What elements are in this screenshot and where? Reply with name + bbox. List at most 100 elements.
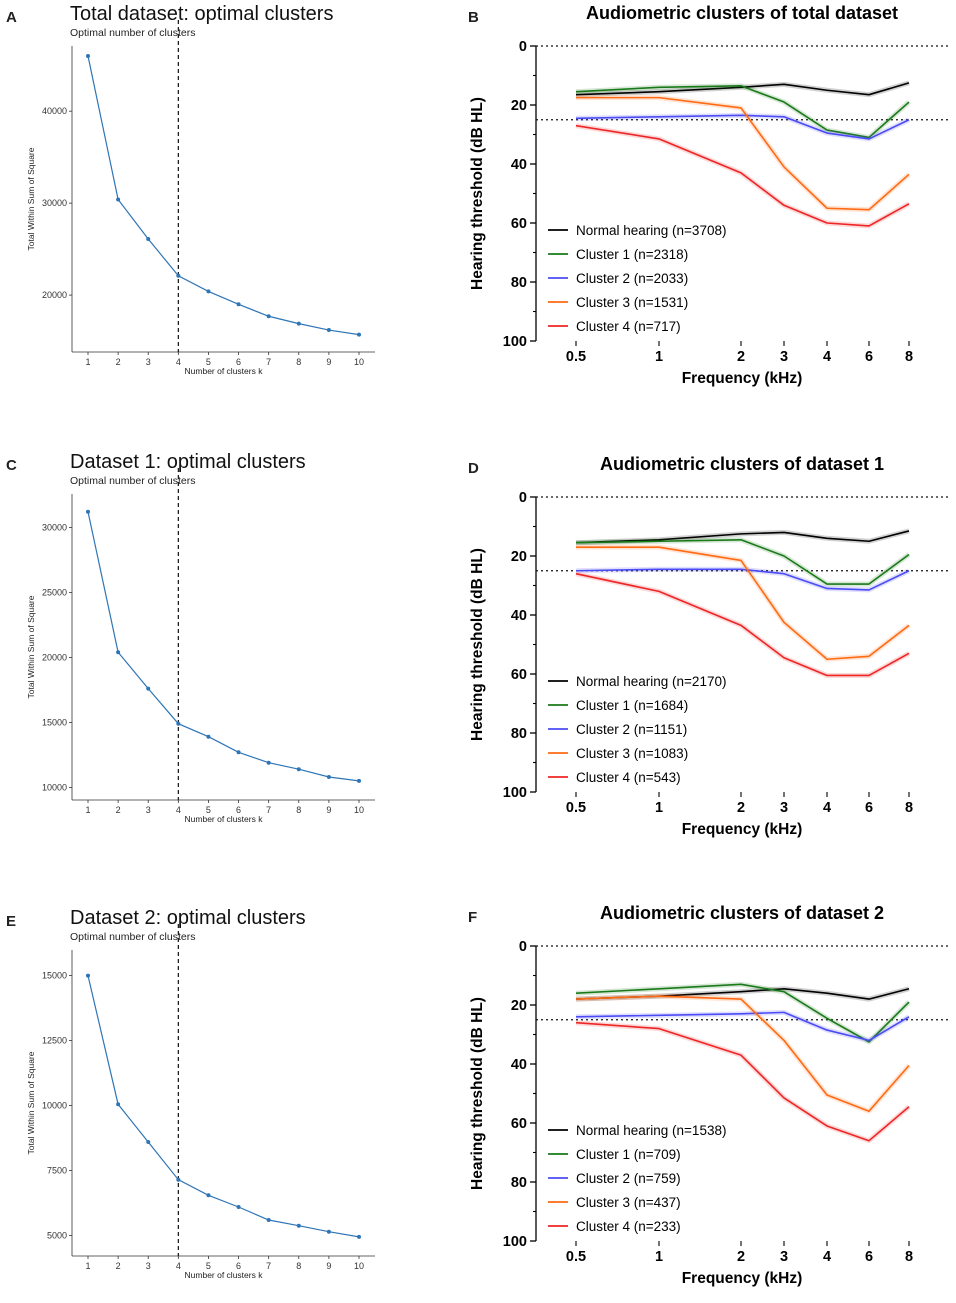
y-tick-label: 20	[511, 998, 527, 1014]
y-tick-label: 100	[503, 785, 527, 801]
panel-label-D: D	[468, 460, 479, 477]
x-tick-label: 5	[206, 357, 211, 367]
elbow-data-point	[236, 750, 241, 755]
x-tick-label: 10	[354, 1261, 364, 1271]
x-tick-label: 2	[116, 1261, 121, 1271]
y-tick-label: 80	[511, 275, 527, 291]
elbow-data-point	[296, 1223, 301, 1228]
y-tick-label: 15000	[42, 971, 67, 981]
elbow-title: Dataset 1: optimal clusters	[70, 451, 306, 473]
elbow-data-point	[146, 237, 151, 242]
elbow-data-point	[206, 734, 211, 739]
y-tick-label: 12500	[42, 1036, 67, 1046]
elbow-series-line	[87, 975, 360, 1238]
elbow-subtitle: Optimal number of clusters	[70, 27, 195, 39]
elbow-data-point	[86, 509, 90, 514]
y-tick-label: 100	[503, 1234, 527, 1250]
x-tick-label: 4	[176, 1261, 181, 1271]
y-tick-label: 40	[511, 157, 527, 173]
elbow-series-line	[87, 511, 360, 782]
y-axis-title: Hearing threshold (dB HL)	[469, 97, 486, 290]
elbow-data-point	[326, 328, 331, 333]
y-axis-title: Total Within Sum of Square	[26, 595, 36, 698]
y-tick-label: 20000	[42, 290, 67, 300]
y-tick-label: 40	[511, 608, 527, 624]
x-tick-label: 2	[737, 1249, 745, 1265]
x-axis-title: Frequency (kHz)	[682, 821, 803, 838]
elbow-data-point	[296, 321, 301, 326]
x-tick-label: 1	[655, 800, 663, 816]
panel-label-A: A	[6, 9, 17, 26]
elbow-data-point	[176, 273, 181, 278]
x-tick-label: 4	[176, 357, 181, 367]
x-tick-label: 2	[737, 800, 745, 816]
audiogram-title: Audiometric clusters of dataset 1	[600, 454, 884, 474]
x-tick-label: 8	[296, 357, 301, 367]
x-tick-label: 0.5	[566, 1249, 586, 1265]
series-line	[575, 1011, 910, 1042]
elbow-data-point	[86, 973, 90, 978]
y-tick-label: 10000	[42, 1101, 67, 1111]
series-line	[575, 538, 910, 585]
series-line	[576, 96, 910, 211]
elbow-data-point	[146, 1140, 151, 1144]
legend-label: Cluster 4 (n=233)	[576, 1219, 681, 1234]
y-tick-label: 10000	[42, 782, 67, 792]
x-tick-label: 5	[206, 1261, 211, 1271]
legend-label: Cluster 3 (n=437)	[576, 1195, 681, 1210]
series-line	[576, 546, 910, 661]
legend-label: Normal hearing (n=3708)	[576, 223, 726, 238]
y-tick-label: 40000	[42, 106, 67, 116]
series-line	[575, 530, 910, 544]
x-tick-label: 7	[266, 1261, 271, 1271]
legend-label: Cluster 1 (n=709)	[576, 1147, 681, 1162]
x-tick-label: 1	[85, 805, 90, 815]
y-axis-title: Hearing threshold (dB HL)	[469, 548, 486, 741]
x-tick-label: 4	[823, 349, 831, 365]
audiogram-title: Audiometric clusters of dataset 2	[600, 903, 884, 923]
x-tick-label: 3	[146, 357, 151, 367]
series-line	[575, 572, 910, 677]
panel-label-B: B	[468, 9, 479, 26]
elbow-data-point	[266, 760, 271, 765]
legend-label: Cluster 3 (n=1531)	[576, 295, 688, 310]
legend-label: Cluster 4 (n=543)	[576, 770, 681, 785]
elbow-data-point	[266, 314, 271, 319]
elbow-series-line	[87, 55, 360, 336]
x-tick-label: 9	[326, 805, 331, 815]
legend-label: Cluster 2 (n=2033)	[576, 271, 688, 286]
elbow-data-point	[206, 1193, 211, 1198]
x-tick-label: 9	[326, 1261, 331, 1271]
x-axis-title: Frequency (kHz)	[682, 1270, 803, 1287]
x-tick-label: 7	[266, 805, 271, 815]
x-tick-label: 6	[236, 1261, 241, 1271]
y-tick-label: 5000	[47, 1231, 67, 1241]
y-tick-label: 7500	[47, 1166, 67, 1176]
x-tick-label: 2	[116, 357, 121, 367]
elbow-data-point	[236, 1205, 241, 1209]
elbow-title: Dataset 2: optimal clusters	[70, 907, 306, 929]
y-tick-label: 0	[519, 490, 527, 506]
x-tick-label: 6	[236, 805, 241, 815]
x-tick-label: 8	[905, 800, 913, 816]
legend-label: Cluster 1 (n=2318)	[576, 247, 688, 262]
elbow-data-point	[357, 332, 361, 337]
legend-label: Cluster 3 (n=1083)	[576, 746, 688, 761]
x-tick-label: 1	[85, 357, 90, 367]
x-tick-label: 4	[823, 1249, 831, 1265]
elbow-subtitle: Optimal number of clusters	[70, 931, 195, 943]
legend-label: Cluster 2 (n=759)	[576, 1171, 681, 1186]
y-tick-label: 0	[519, 39, 527, 55]
y-tick-label: 0	[519, 939, 527, 955]
legend-label: Cluster 1 (n=1684)	[576, 698, 688, 713]
x-axis-title: Number of clusters k	[185, 814, 264, 824]
x-tick-label: 8	[296, 805, 301, 815]
x-tick-label: 3	[146, 805, 151, 815]
series-line	[575, 85, 910, 139]
x-tick-label: 3	[146, 1261, 151, 1271]
y-tick-label: 20	[511, 98, 527, 114]
elbow-data-point	[236, 302, 241, 307]
x-axis-title: Frequency (kHz)	[682, 370, 803, 387]
x-tick-label: 0.5	[566, 800, 586, 816]
x-tick-label: 6	[865, 800, 873, 816]
